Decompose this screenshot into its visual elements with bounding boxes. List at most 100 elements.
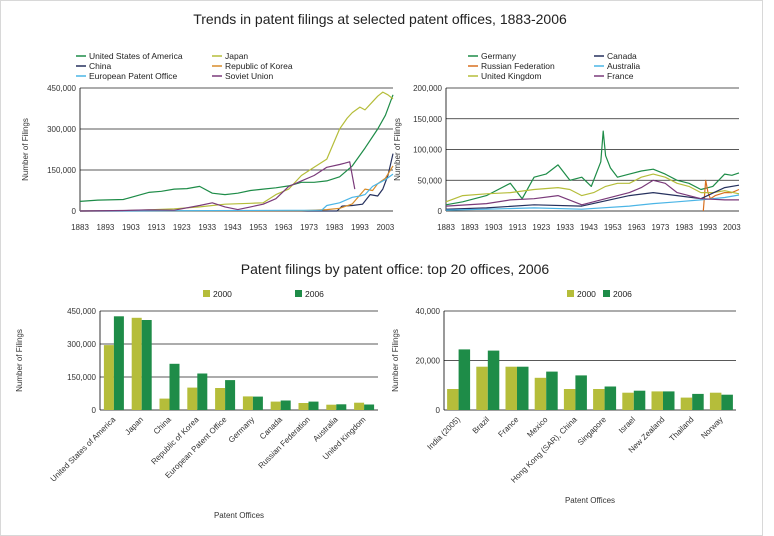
x-tick-label: 1993: [351, 223, 369, 232]
bar: [534, 377, 547, 410]
x-tick-label: 1933: [556, 223, 574, 232]
bar: [326, 404, 337, 410]
x-tick-label: 1973: [300, 223, 318, 232]
chart-1: 0 150,000 300,000 450,000 Number of Filings 1…: [21, 51, 395, 232]
series-line: [79, 161, 356, 212]
x-tick-label: 1963: [275, 223, 293, 232]
bar: [215, 388, 226, 410]
x-tick-label: 1963: [628, 223, 646, 232]
x-tick-label: 1933: [198, 223, 216, 232]
bar: [517, 366, 529, 410]
bar: [458, 349, 471, 410]
x-tick-label: 1993: [699, 223, 717, 232]
legend-swatch: [295, 290, 302, 297]
bar: [692, 393, 704, 410]
legend-swatch: [603, 290, 610, 297]
bar: [336, 404, 347, 410]
bar: [252, 396, 263, 410]
x-tick-label: 2003: [376, 223, 394, 232]
y-tick-label: 450,000: [67, 307, 96, 316]
series-line: [445, 184, 740, 210]
x-tick-label: 1943: [224, 223, 242, 232]
x-tick-label: 1903: [485, 223, 503, 232]
legend-label: 2000: [213, 289, 232, 299]
legend-label: European Patent Office: [89, 71, 177, 81]
series-line: [445, 130, 740, 206]
bar: [447, 389, 459, 410]
bar: [187, 387, 198, 410]
x-tick-label: 1973: [651, 223, 669, 232]
bar: [225, 380, 236, 410]
x-axis-label: Patent Offices: [565, 496, 615, 505]
title-top20: Patent filings by patent office: top 20 …: [241, 261, 550, 277]
y-tick-label: 150,000: [47, 166, 76, 175]
legend-label: Germany: [481, 51, 517, 61]
x-tick-label: 1913: [509, 223, 527, 232]
bar: [197, 373, 208, 410]
legend-label: Japan: [225, 51, 248, 61]
legend-label: United Kingdom: [481, 71, 541, 81]
x-tick-label: 1923: [173, 223, 191, 232]
legend-label: France: [607, 71, 634, 81]
x-tick-label: 1943: [580, 223, 598, 232]
bar: [651, 391, 663, 410]
bar: [593, 389, 605, 410]
series-line: [445, 179, 739, 207]
x-tick-label: 1953: [249, 223, 267, 232]
legend-label: 2006: [305, 289, 324, 299]
series-line: [79, 94, 394, 202]
y-tick-label: 450,000: [47, 84, 76, 93]
bar: [604, 386, 617, 410]
legend-label: Russian Federation: [481, 61, 555, 71]
bar: [633, 390, 646, 410]
x-tick-label: 1893: [97, 223, 115, 232]
bar: [270, 401, 281, 410]
y-axis-label: Number of Filings: [393, 118, 402, 181]
bar: [242, 396, 253, 410]
legend-label: Australia: [607, 61, 640, 71]
y-axis-label: Number of Filings: [21, 118, 30, 181]
y-tick-label: 50,000: [418, 176, 443, 185]
bar: [663, 391, 675, 410]
chart-2: 0 50,000 100,000 150,000 200,000 Number of Fi…: [393, 51, 741, 232]
y-tick-label: 0: [72, 207, 77, 216]
y-tick-label: 300,000: [67, 340, 96, 349]
y-tick-label: 20,000: [416, 357, 441, 366]
y-axis-label: Number of Filings: [15, 329, 24, 392]
bar: [721, 394, 733, 410]
y-tick-label: 150,000: [413, 115, 442, 124]
legend-label: Soviet Union: [225, 71, 273, 81]
x-tick-label: 1923: [532, 223, 550, 232]
x-tick-label: 1883: [437, 223, 455, 232]
bar: [141, 320, 152, 410]
bar: [622, 392, 634, 410]
y-tick-label: 200,000: [413, 84, 442, 93]
y-tick-label: 0: [92, 406, 97, 415]
y-tick-label: 0: [436, 406, 441, 415]
bar: [159, 398, 170, 410]
bar: [505, 366, 517, 410]
bar: [113, 316, 124, 410]
bar: [169, 363, 180, 410]
x-tick-label: 1983: [675, 223, 693, 232]
x-tick-label: 1903: [122, 223, 140, 232]
y-tick-label: 300,000: [47, 125, 76, 134]
legend-label: Canada: [607, 51, 637, 61]
bar: [680, 397, 693, 410]
bar: [131, 317, 142, 410]
legend-label: 2006: [613, 289, 632, 299]
bar: [709, 392, 722, 410]
x-tick-label: 2003: [723, 223, 741, 232]
x-tick-label: 1913: [147, 223, 165, 232]
bar: [354, 402, 365, 410]
legend-swatch: [203, 290, 210, 297]
y-axis-label: Number of Filings: [391, 329, 400, 392]
x-tick-label: 1893: [461, 223, 479, 232]
x-tick-label: 1953: [604, 223, 622, 232]
legend-label: Republic of Korea: [225, 61, 293, 71]
legend-swatch: [567, 290, 574, 297]
series-line: [79, 173, 394, 212]
x-axis-label: Patent Offices: [214, 511, 264, 520]
